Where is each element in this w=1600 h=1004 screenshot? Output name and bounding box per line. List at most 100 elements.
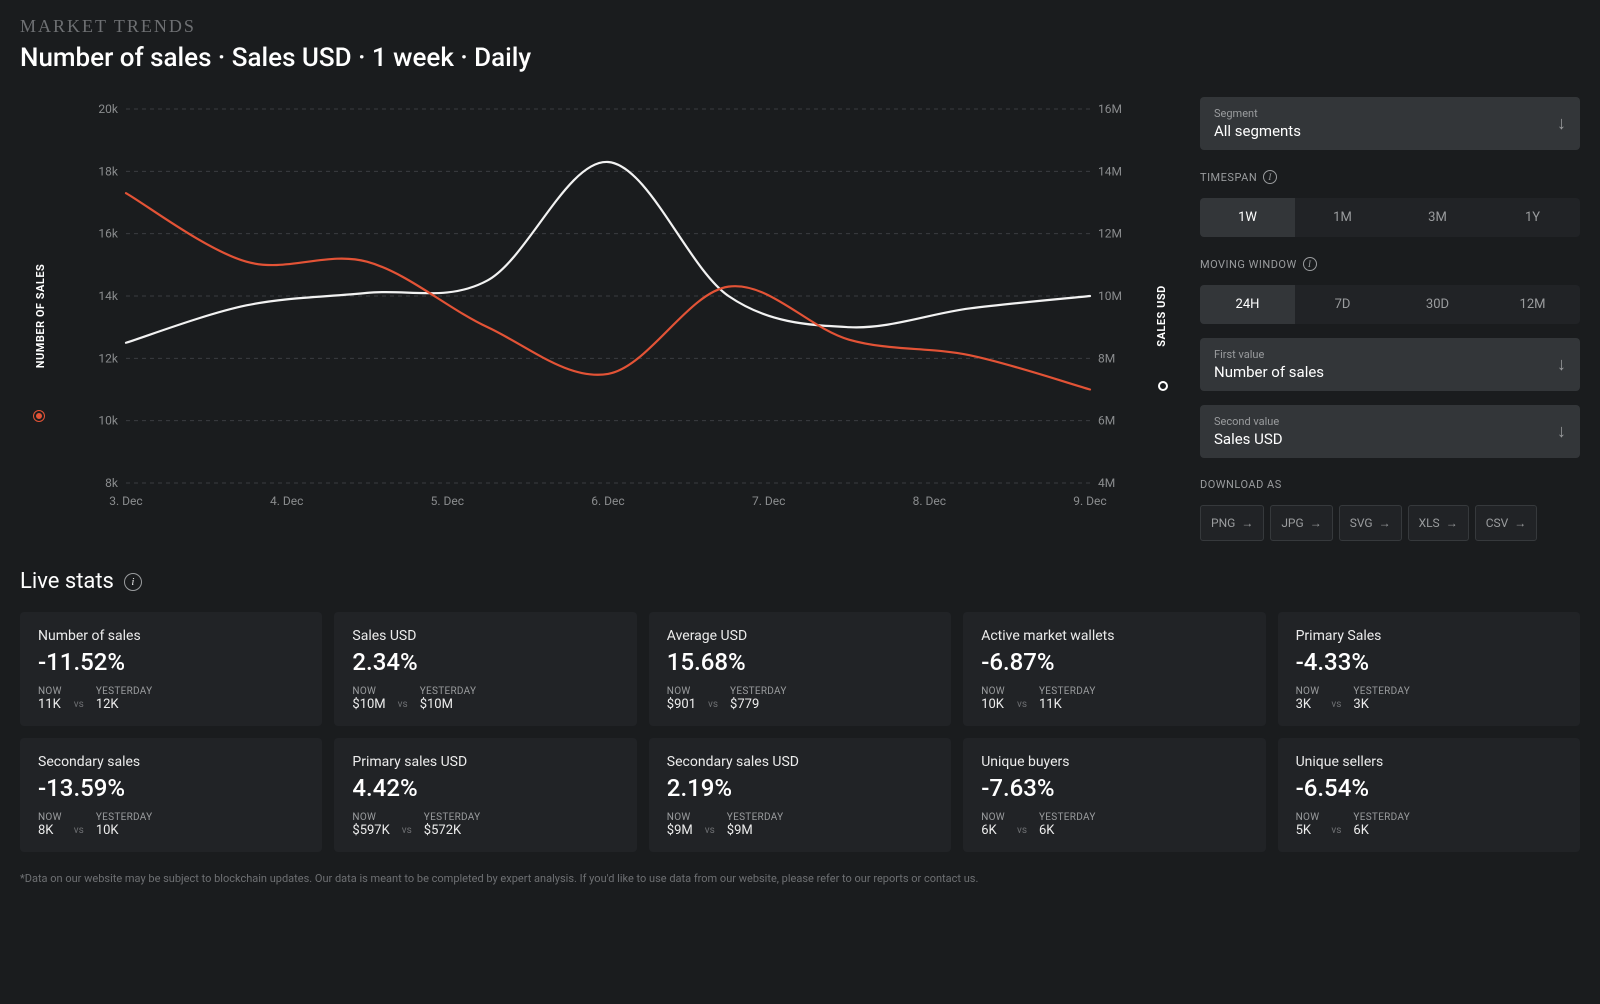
- download-jpg-button[interactable]: JPG→: [1270, 505, 1332, 541]
- yesterday-value: $779: [730, 697, 787, 712]
- yesterday-value: 11K: [1039, 697, 1096, 712]
- stat-percent: -7.63%: [981, 774, 1247, 802]
- chevron-down-icon: ↓: [1557, 113, 1566, 134]
- arrow-right-icon: →: [1241, 516, 1253, 530]
- first-value-dropdown[interactable]: First value Number of sales ↓: [1200, 338, 1580, 391]
- now-value: $9M: [667, 823, 693, 838]
- stat-name: Secondary sales: [38, 754, 304, 770]
- segment-value: All segments: [1214, 122, 1301, 140]
- stat-percent: 2.19%: [667, 774, 933, 802]
- segment-label: Segment: [1214, 107, 1301, 120]
- second-value-label: Second value: [1214, 415, 1283, 428]
- stat-percent: -4.33%: [1296, 648, 1562, 676]
- timespan-button-1w[interactable]: 1W: [1200, 198, 1295, 237]
- svg-text:3. Dec: 3. Dec: [109, 494, 142, 508]
- info-icon[interactable]: i: [1263, 170, 1277, 184]
- vs-label: vs: [1331, 699, 1341, 712]
- right-axis-label: SALES USD: [1155, 285, 1168, 346]
- stat-card[interactable]: Secondary sales USD2.19%NOW$9MvsYESTERDA…: [649, 738, 951, 852]
- stat-card[interactable]: Number of sales-11.52%NOW11KvsYESTERDAY1…: [20, 612, 322, 726]
- now-label: NOW: [981, 812, 1005, 823]
- svg-text:10k: 10k: [98, 414, 118, 428]
- svg-text:14k: 14k: [98, 289, 118, 303]
- line-chart[interactable]: 8k4M10k6M12k8M14k10M16k12M18k14M20k16M3.…: [80, 101, 1136, 511]
- download-svg-button[interactable]: SVG→: [1339, 505, 1402, 541]
- vs-label: vs: [74, 699, 84, 712]
- timespan-button-3m[interactable]: 3M: [1390, 198, 1485, 237]
- yesterday-label: YESTERDAY: [1353, 686, 1410, 697]
- stat-card[interactable]: Primary Sales-4.33%NOW3KvsYESTERDAY3K: [1278, 612, 1580, 726]
- yesterday-value: 6K: [1039, 823, 1096, 838]
- download-xls-button[interactable]: XLS→: [1408, 505, 1469, 541]
- svg-text:14M: 14M: [1098, 164, 1122, 178]
- svg-text:9. Dec: 9. Dec: [1073, 494, 1106, 508]
- stat-compare: NOW$901vsYESTERDAY$779: [667, 686, 933, 712]
- svg-text:8M: 8M: [1098, 351, 1115, 365]
- stat-percent: -13.59%: [38, 774, 304, 802]
- stat-card[interactable]: Sales USD2.34%NOW$10MvsYESTERDAY$10M: [334, 612, 636, 726]
- yesterday-label: YESTERDAY: [1353, 812, 1410, 823]
- segment-dropdown[interactable]: Segment All segments ↓: [1200, 97, 1580, 150]
- first-value-label: First value: [1214, 348, 1324, 361]
- window-button-30d[interactable]: 30D: [1390, 285, 1485, 324]
- yesterday-value: 10K: [96, 823, 153, 838]
- timespan-button-1m[interactable]: 1M: [1295, 198, 1390, 237]
- live-stats-header: Live stats i: [20, 569, 1580, 594]
- arrow-right-icon: →: [1310, 516, 1322, 530]
- svg-text:6. Dec: 6. Dec: [591, 494, 624, 508]
- now-value: 5K: [1296, 823, 1320, 838]
- stat-compare: NOW$9MvsYESTERDAY$9M: [667, 812, 933, 838]
- stat-card[interactable]: Active market wallets-6.87%NOW10KvsYESTE…: [963, 612, 1265, 726]
- svg-text:8. Dec: 8. Dec: [913, 494, 946, 508]
- top-section: NUMBER OF SALES SALES USD 8k4M10k6M12k8M…: [20, 91, 1580, 541]
- window-button-7d[interactable]: 7D: [1295, 285, 1390, 324]
- left-axis-dot-icon: [34, 411, 44, 421]
- first-value: Number of sales: [1214, 363, 1324, 381]
- yesterday-value: $9M: [727, 823, 784, 838]
- stats-grid: Number of sales-11.52%NOW11KvsYESTERDAY1…: [20, 612, 1580, 852]
- svg-text:12k: 12k: [98, 351, 118, 365]
- chart-container: NUMBER OF SALES SALES USD 8k4M10k6M12k8M…: [20, 91, 1176, 541]
- info-icon[interactable]: i: [124, 573, 142, 591]
- download-csv-button[interactable]: CSV→: [1475, 505, 1538, 541]
- stat-card[interactable]: Unique buyers-7.63%NOW6KvsYESTERDAY6K: [963, 738, 1265, 852]
- stat-compare: NOW8KvsYESTERDAY10K: [38, 812, 304, 838]
- stat-percent: 15.68%: [667, 648, 933, 676]
- stat-name: Average USD: [667, 628, 933, 644]
- stat-card[interactable]: Unique sellers-6.54%NOW5KvsYESTERDAY6K: [1278, 738, 1580, 852]
- stat-card[interactable]: Average USD 15.68% NOW$901vsYESTERDAY$779: [649, 612, 951, 726]
- now-value: 8K: [38, 823, 62, 838]
- now-value: 11K: [38, 697, 62, 712]
- yesterday-label: YESTERDAY: [1039, 812, 1096, 823]
- now-value: $597K: [352, 823, 389, 838]
- timespan-button-1y[interactable]: 1Y: [1485, 198, 1580, 237]
- info-icon[interactable]: i: [1303, 257, 1317, 271]
- stat-name: Secondary sales USD: [667, 754, 933, 770]
- yesterday-label: YESTERDAY: [96, 686, 153, 697]
- stat-name: Unique buyers: [981, 754, 1247, 770]
- now-label: NOW: [1296, 812, 1320, 823]
- svg-text:4M: 4M: [1098, 476, 1115, 490]
- stat-name: Primary sales USD: [352, 754, 618, 770]
- second-value-dropdown[interactable]: Second value Sales USD ↓: [1200, 405, 1580, 458]
- moving-window-label: MOVING WINDOW i: [1200, 257, 1580, 271]
- stat-name: Active market wallets: [981, 628, 1247, 644]
- download-label: DOWNLOAD AS: [1200, 478, 1580, 491]
- stat-percent: -11.52%: [38, 648, 304, 676]
- vs-label: vs: [705, 825, 715, 838]
- download-png-button[interactable]: PNG→: [1200, 505, 1264, 541]
- stat-percent: 4.42%: [352, 774, 618, 802]
- window-button-12m[interactable]: 12M: [1485, 285, 1580, 324]
- yesterday-label: YESTERDAY: [730, 686, 787, 697]
- now-label: NOW: [352, 812, 389, 823]
- now-label: NOW: [38, 686, 62, 697]
- second-value: Sales USD: [1214, 430, 1283, 448]
- stat-card[interactable]: Primary sales USD4.42%NOW$597KvsYESTERDA…: [334, 738, 636, 852]
- yesterday-label: YESTERDAY: [424, 812, 481, 823]
- stat-name: Primary Sales: [1296, 628, 1562, 644]
- stat-card[interactable]: Secondary sales -13.59% NOW8KvsYESTERDAY10…: [20, 738, 322, 852]
- stat-percent: 2.34%: [352, 648, 618, 676]
- yesterday-value: 3K: [1353, 697, 1410, 712]
- stat-compare: NOW3KvsYESTERDAY3K: [1296, 686, 1562, 712]
- window-button-24h[interactable]: 24H: [1200, 285, 1295, 324]
